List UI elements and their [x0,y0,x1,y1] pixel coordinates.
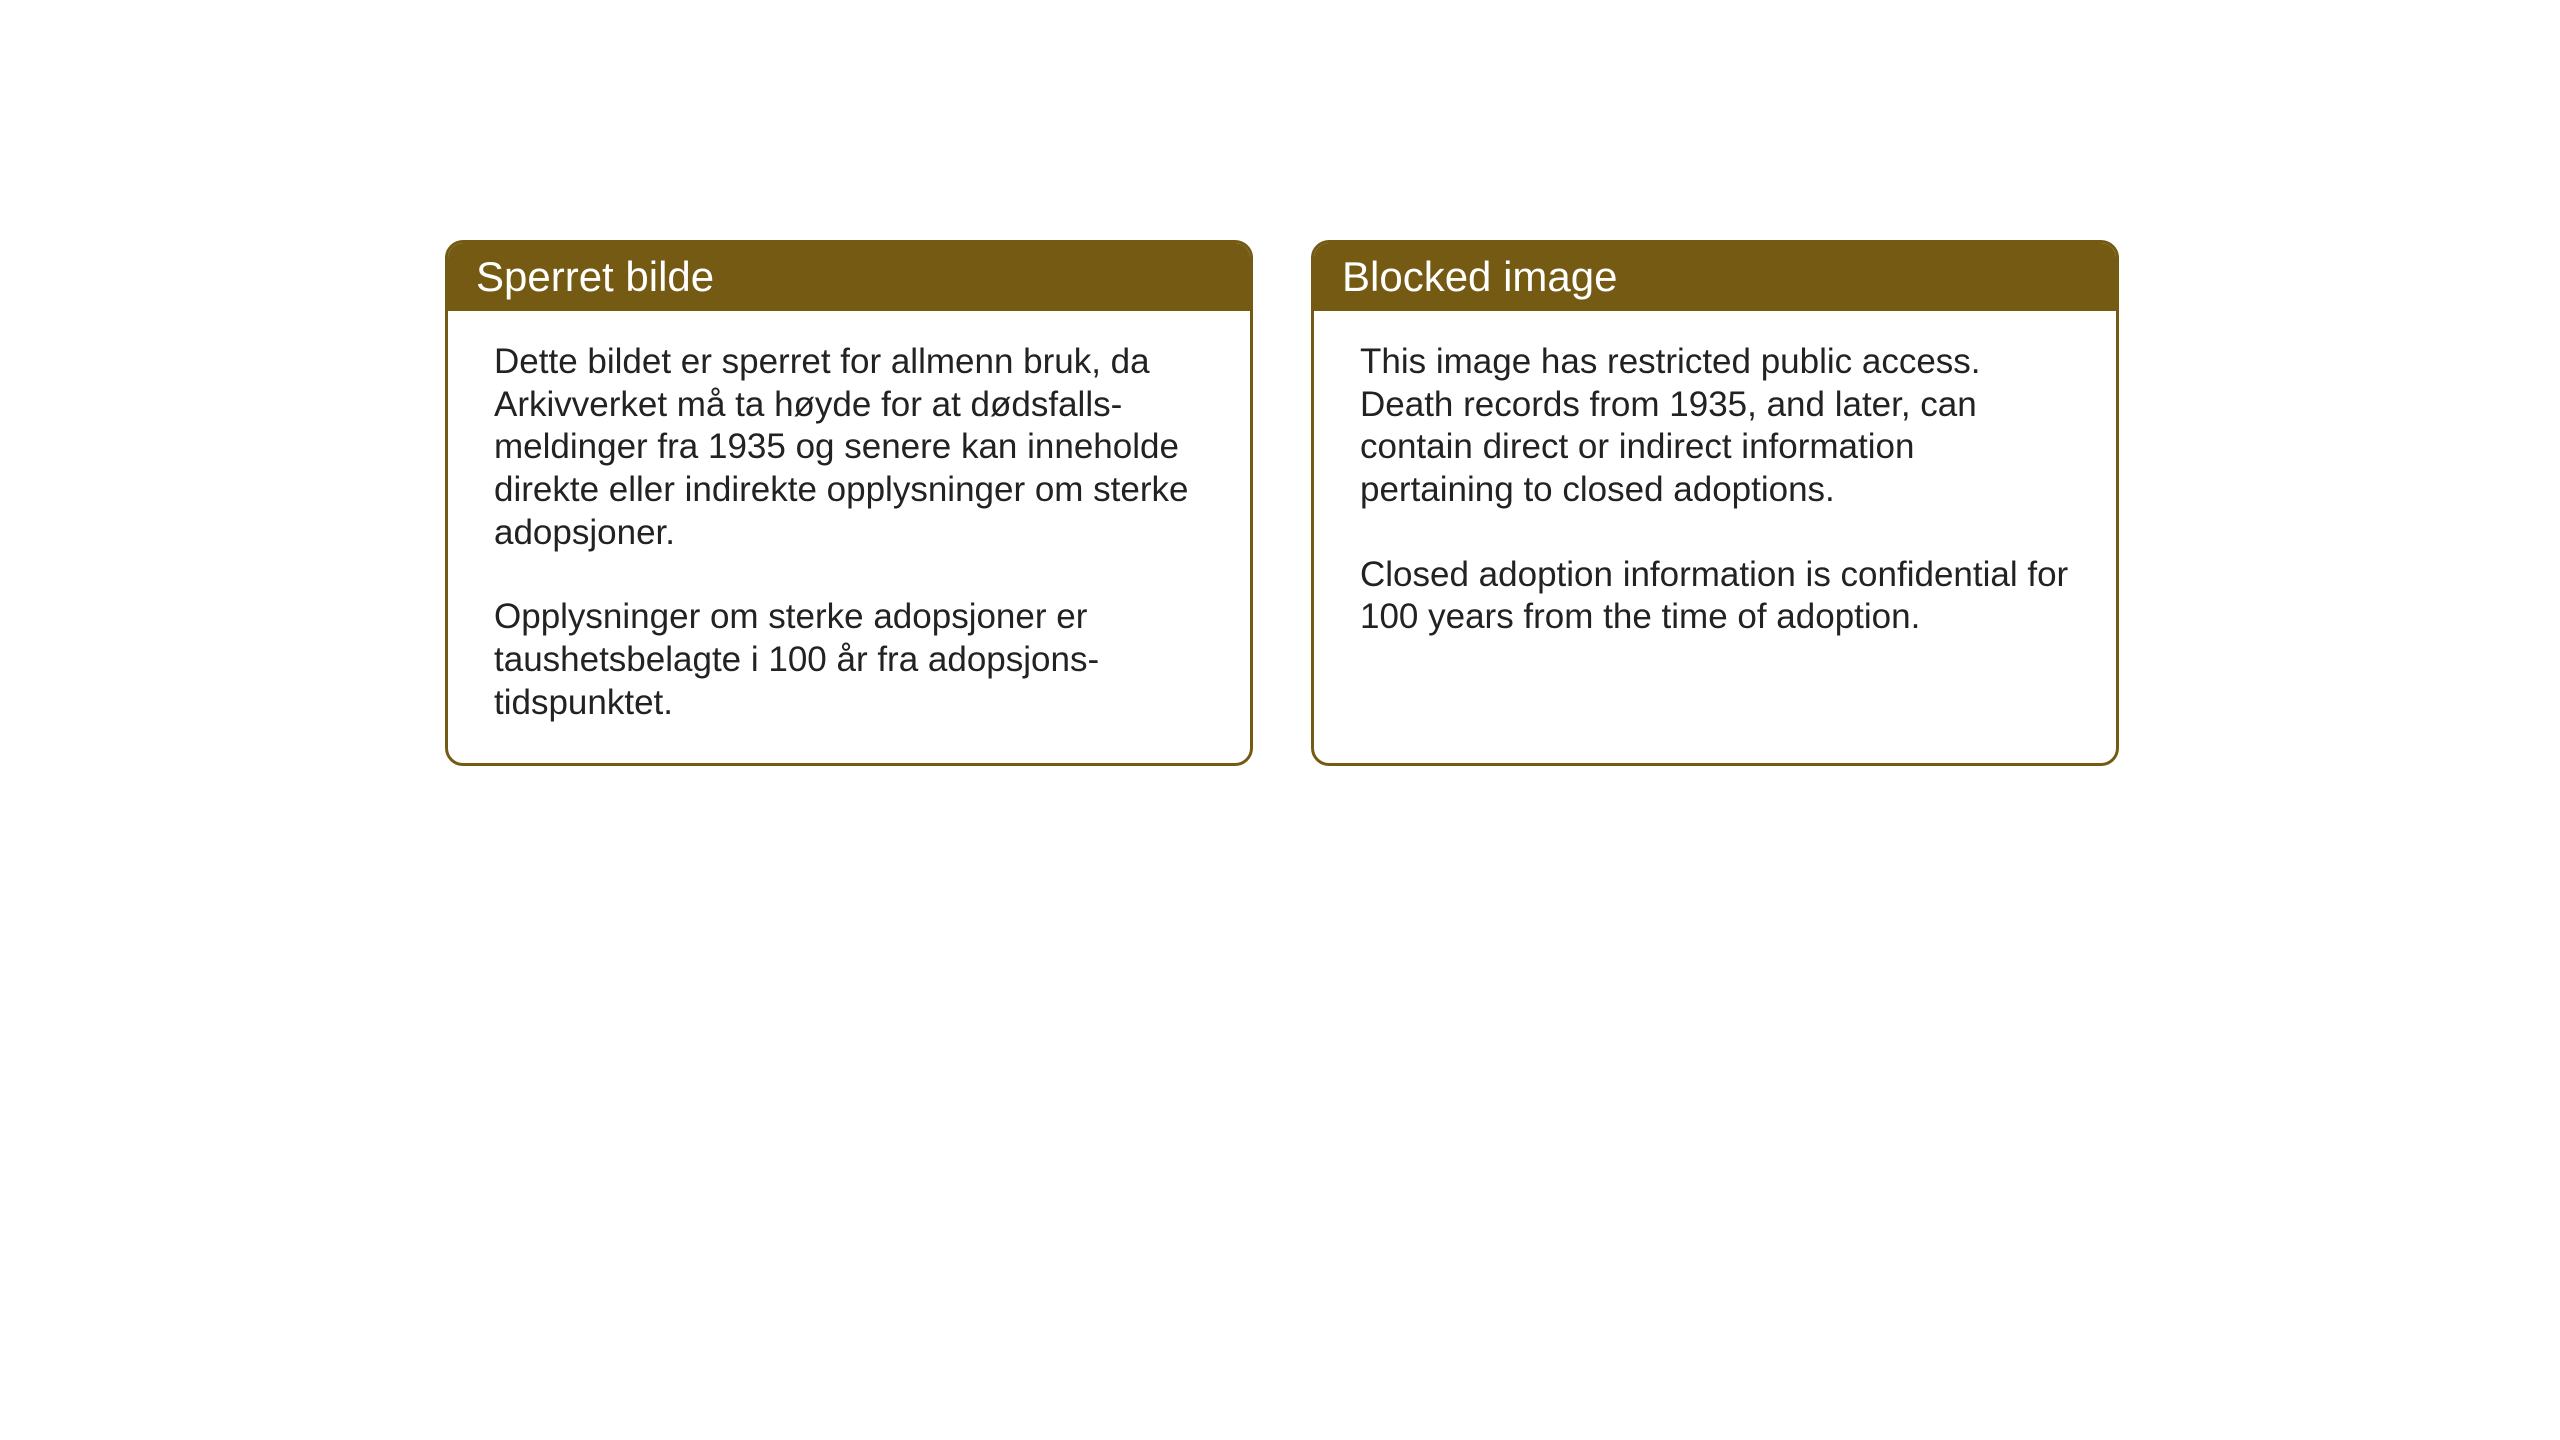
card-body-norwegian: Dette bildet er sperret for allmenn bruk… [448,311,1250,763]
card-paragraph-2-english: Closed adoption information is confident… [1360,554,2070,639]
card-header-english: Blocked image [1314,243,2116,311]
card-title-norwegian: Sperret bilde [476,253,714,300]
card-norwegian: Sperret bilde Dette bildet er sperret fo… [445,240,1253,766]
card-english: Blocked image This image has restricted … [1311,240,2119,766]
cards-container: Sperret bilde Dette bildet er sperret fo… [445,240,2119,766]
card-title-english: Blocked image [1342,253,1617,300]
card-paragraph-2-norwegian: Opplysninger om sterke adopsjoner er tau… [494,596,1204,724]
card-header-norwegian: Sperret bilde [448,243,1250,311]
card-paragraph-1-norwegian: Dette bildet er sperret for allmenn bruk… [494,341,1204,554]
card-paragraph-1-english: This image has restricted public access.… [1360,341,2070,512]
card-body-english: This image has restricted public access.… [1314,311,2116,677]
